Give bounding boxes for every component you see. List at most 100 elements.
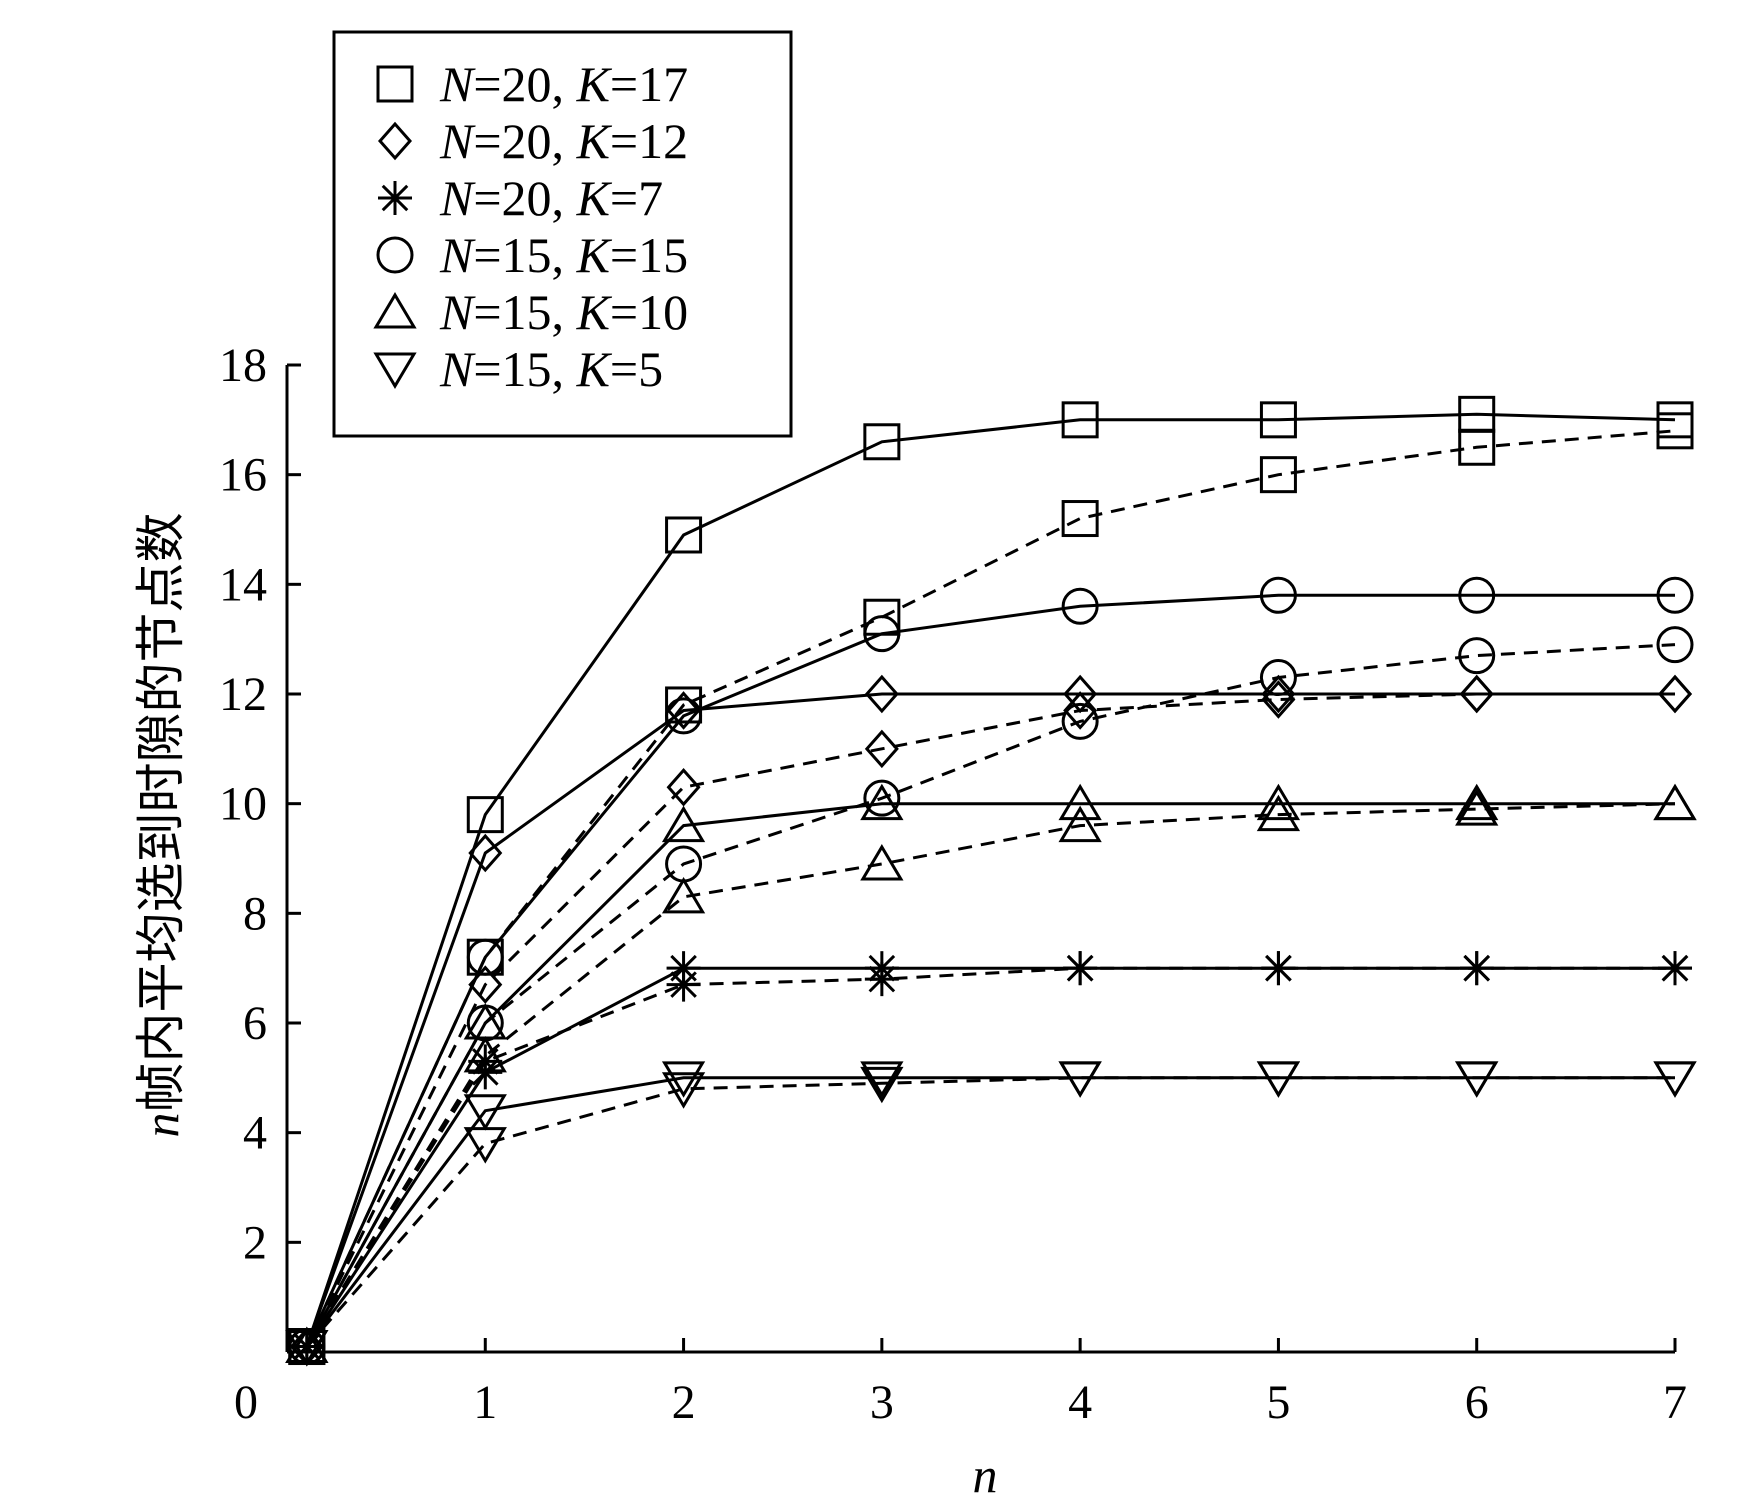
- x-axis-label: n: [973, 1447, 998, 1503]
- x-tick-label: 3: [870, 1376, 894, 1429]
- series-line-n15-k10-solid: [305, 802, 1675, 1348]
- data-point-n20-k17-solid: [863, 423, 901, 461]
- data-point-n20-k7-dashed: [1658, 951, 1692, 986]
- series-line-n20-k17-solid: [305, 412, 1676, 1347]
- legend-marker-n20-k7: [378, 181, 412, 215]
- data-point-n15-k5-dashed: [661, 1072, 706, 1109]
- legend-marker-n20-k17: [376, 65, 414, 103]
- data-point-n20-k7-dashed: [864, 962, 899, 997]
- data-point-n15-k5-dashed: [1455, 1061, 1499, 1098]
- legend-label-n20-k17: N=20, K=17: [439, 56, 688, 112]
- data-point-n15-k10-solid: [1256, 783, 1301, 821]
- legend-marker-n20-k12: [377, 121, 413, 161]
- data-point-n15-k5-dashed: [1058, 1061, 1102, 1098]
- y-tick-label: 18: [219, 339, 267, 392]
- data-point-n20-k12-solid: [864, 674, 899, 714]
- series-line-n20-k12-dashed: [305, 692, 1675, 1348]
- series-line-n15-k5-dashed: [305, 1076, 1675, 1348]
- y-tick-label: 8: [243, 887, 267, 940]
- series-markers: [285, 395, 1697, 1367]
- x-tick-label: 1: [473, 1376, 497, 1429]
- y-tick-label: 14: [219, 558, 267, 611]
- data-point-n15-k10-solid: [860, 783, 904, 821]
- data-point-n15-k10-dashed: [463, 1035, 507, 1073]
- data-point-n20-k7-dashed: [1459, 951, 1494, 986]
- data-point-n15-k15-dashed: [1061, 702, 1099, 740]
- data-point-n15-k5-dashed: [1256, 1061, 1301, 1098]
- x-origin-label: 0: [234, 1376, 258, 1429]
- data-point-n15-k10-dashed: [1455, 789, 1499, 826]
- data-point-n15-k5-solid: [463, 1094, 507, 1131]
- series-line-n15-k15-dashed: [305, 643, 1676, 1348]
- series-line-n15-k10-dashed: [305, 802, 1676, 1348]
- data-point-n20-k17-dashed: [1656, 412, 1694, 450]
- legend-marker-n15-k10: [373, 292, 417, 329]
- legend: N=20, K=17N=20, K=12N=20, K=7N=15, K=15N…: [332, 30, 793, 438]
- data-point-n20-k17-solid: [665, 516, 703, 554]
- legend-marker-n15-k15: [376, 236, 414, 274]
- y-tick-label: 12: [219, 668, 267, 721]
- x-tick-label: 5: [1266, 1376, 1290, 1429]
- y-tick-label: 4: [243, 1107, 267, 1160]
- data-point-n15-k10-dashed: [1653, 783, 1697, 821]
- legend-marker-n15-k5: [373, 352, 417, 389]
- data-point-n15-k15-solid: [1656, 576, 1694, 614]
- data-point-n15-k15-solid: [1061, 587, 1099, 625]
- y-tick-label: 10: [219, 778, 267, 831]
- legend-label-n15-k5: N=15, K=5: [439, 341, 663, 397]
- data-point-n15-k5-dashed: [463, 1127, 507, 1164]
- data-point-n20-k12-dashed: [468, 965, 503, 1004]
- data-point-n20-k17-dashed: [863, 598, 901, 636]
- legend-label-n15-k10: N=15, K=10: [439, 284, 688, 340]
- series-line-n20-k7-solid: [305, 966, 1675, 1348]
- y-tick-label: 16: [219, 449, 267, 502]
- data-point-n20-k12-solid: [1063, 674, 1098, 714]
- x-tick-label: 6: [1465, 1376, 1489, 1429]
- data-point-n20-k12-dashed: [1063, 691, 1098, 730]
- legend-label-n20-k12: N=20, K=12: [439, 113, 688, 169]
- data-point-n20-k12-dashed: [864, 729, 899, 769]
- data-point-n20-k12-dashed: [1657, 674, 1693, 714]
- data-point-n20-k12-dashed: [1261, 680, 1296, 719]
- data-point-n15-k15-solid: [1458, 576, 1496, 614]
- data-point-n20-k17-solid: [1259, 401, 1297, 439]
- x-tick-label: 4: [1068, 1376, 1092, 1429]
- data-point-n15-k5-dashed: [285, 1330, 329, 1367]
- data-point-n15-k15-solid: [665, 697, 703, 735]
- y-axis-label: n帧内平均选到时隙的节点数: [133, 513, 189, 1138]
- data-point-n15-k5-solid: [860, 1061, 904, 1098]
- x-tick-label: 7: [1663, 1376, 1687, 1429]
- legend-label-n20-k7: N=20, K=7: [439, 170, 663, 226]
- series-line-n20-k17-dashed: [305, 429, 1676, 1348]
- data-point-n15-k15-dashed: [1656, 626, 1694, 664]
- data-point-n15-k10-dashed: [1256, 794, 1301, 832]
- data-point-n15-k15-solid: [863, 615, 901, 653]
- data-point-n20-k17-solid: [466, 796, 504, 834]
- data-point-n15-k10-dashed: [1058, 805, 1102, 843]
- y-tick-label: 6: [243, 997, 267, 1050]
- data-point-n15-k5-dashed: [860, 1066, 904, 1104]
- data-point-n15-k10-solid: [1455, 783, 1499, 821]
- x-tick-label: 2: [672, 1376, 696, 1429]
- data-point-n20-k17-dashed: [1458, 428, 1496, 466]
- data-point-n20-k17-solid: [1061, 401, 1099, 439]
- legend-label-n15-k15: N=15, K=15: [439, 227, 688, 283]
- data-point-n15-k15-dashed: [1259, 659, 1297, 697]
- series-line-n20-k7-dashed: [305, 966, 1675, 1348]
- data-point-n20-k17-dashed: [1061, 500, 1099, 538]
- series-lines: [305, 412, 1676, 1348]
- data-point-n20-k7-dashed: [666, 967, 701, 1002]
- data-point-n15-k10-dashed: [661, 876, 706, 914]
- axes: [285, 363, 1677, 1354]
- data-point-n15-k15-dashed: [1458, 637, 1496, 675]
- series-line-n15-k5-solid: [305, 1076, 1675, 1348]
- legend-box: [332, 30, 793, 438]
- data-point-n15-k10-solid: [1058, 783, 1102, 821]
- data-point-n20-k7-dashed: [1063, 951, 1098, 986]
- y-tick-label: 2: [243, 1216, 267, 1269]
- data-point-n15-k5-solid: [661, 1061, 706, 1098]
- data-point-n20-k12-solid: [468, 833, 503, 873]
- data-point-n15-k15-solid: [466, 938, 504, 976]
